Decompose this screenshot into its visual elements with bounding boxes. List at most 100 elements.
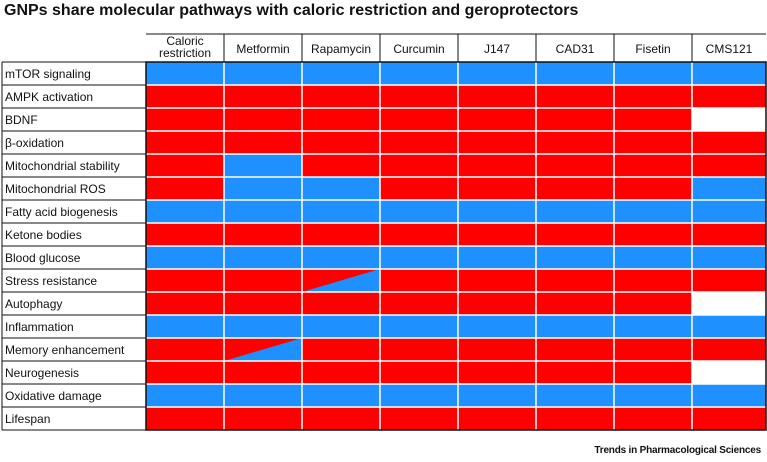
row-label: Ketone bodies <box>5 228 82 242</box>
matrix-cell-split <box>302 269 380 292</box>
row-label: Mitochondrial stability <box>5 159 120 173</box>
matrix-cell <box>692 177 766 200</box>
matrix-cell <box>380 246 458 269</box>
row-label: Neurogenesis <box>5 366 79 380</box>
matrix-cell <box>692 384 766 407</box>
row-label: Mitochondrial ROS <box>5 182 106 196</box>
matrix-cell <box>380 407 458 430</box>
matrix-cell <box>536 131 614 154</box>
column-header: Caloric restriction <box>159 34 211 60</box>
column-header-line: restriction <box>159 46 211 60</box>
matrix-cell <box>692 315 766 338</box>
matrix-cell <box>302 177 380 200</box>
matrix-cell <box>458 338 536 361</box>
matrix-cell <box>458 177 536 200</box>
column-header: Fisetin <box>635 42 670 56</box>
matrix-cell <box>692 200 766 223</box>
matrix-cell <box>536 384 614 407</box>
matrix-cell <box>224 246 302 269</box>
matrix-cell <box>458 269 536 292</box>
matrix-cell <box>458 131 536 154</box>
matrix-cell <box>224 131 302 154</box>
matrix-cell <box>692 338 766 361</box>
matrix-cell <box>614 338 692 361</box>
matrix-cell <box>614 200 692 223</box>
matrix-cell <box>302 407 380 430</box>
matrix-cell <box>536 200 614 223</box>
matrix-cell <box>380 154 458 177</box>
column-header: Rapamycin <box>311 42 371 56</box>
matrix-cell <box>692 85 766 108</box>
row-label: Lifespan <box>5 412 50 426</box>
matrix-cell <box>536 292 614 315</box>
matrix-cell <box>536 154 614 177</box>
matrix-cell <box>302 131 380 154</box>
matrix-cell <box>536 407 614 430</box>
matrix-cell <box>302 338 380 361</box>
matrix-cell <box>380 292 458 315</box>
matrix-cell <box>224 269 302 292</box>
matrix-cell <box>458 315 536 338</box>
matrix-cell <box>692 407 766 430</box>
matrix-cell <box>380 200 458 223</box>
matrix-cell <box>614 177 692 200</box>
matrix-cell <box>146 269 224 292</box>
matrix-cell <box>146 85 224 108</box>
matrix-cell <box>458 200 536 223</box>
matrix-cell <box>692 269 766 292</box>
matrix-cell <box>146 384 224 407</box>
matrix-cell <box>146 246 224 269</box>
column-header-line: Caloric <box>166 34 203 48</box>
matrix-border <box>145 61 767 431</box>
matrix-cell <box>224 108 302 131</box>
matrix-cell <box>224 384 302 407</box>
matrix-cell <box>692 292 766 315</box>
row-label: Memory enhancement <box>5 343 125 357</box>
matrix-cell <box>302 62 380 85</box>
matrix-cell <box>536 338 614 361</box>
matrix-cell <box>458 154 536 177</box>
matrix-cell <box>302 384 380 407</box>
column-header-line: Fisetin <box>635 42 670 56</box>
matrix-cell <box>302 292 380 315</box>
matrix-cell <box>224 315 302 338</box>
matrix-cell <box>536 315 614 338</box>
column-header-line: Rapamycin <box>311 42 371 56</box>
matrix-cell <box>146 131 224 154</box>
matrix-cell <box>614 315 692 338</box>
matrix-cell-split <box>224 338 302 361</box>
matrix-cell <box>536 177 614 200</box>
matrix-cell <box>224 407 302 430</box>
matrix-cell <box>536 246 614 269</box>
matrix-cell <box>692 223 766 246</box>
matrix-cell <box>224 177 302 200</box>
row-label: Oxidative damage <box>5 389 102 403</box>
figure-title: GNPs share molecular pathways with calor… <box>4 2 579 19</box>
matrix-cell <box>380 269 458 292</box>
column-header-line: CMS121 <box>706 42 753 56</box>
matrix-cell <box>692 154 766 177</box>
matrix-cell <box>458 62 536 85</box>
matrix-cell <box>224 200 302 223</box>
matrix-cell <box>146 200 224 223</box>
matrix-cell <box>458 407 536 430</box>
matrix-cell <box>146 338 224 361</box>
column-header: Curcumin <box>393 42 444 56</box>
matrix-cell <box>146 108 224 131</box>
matrix-cell <box>536 108 614 131</box>
row-label: Blood glucose <box>5 251 81 265</box>
column-header: J147 <box>484 42 510 56</box>
matrix-cell <box>614 85 692 108</box>
matrix-cell <box>302 85 380 108</box>
matrix-cell <box>614 361 692 384</box>
row-label: mTOR signaling <box>5 67 91 81</box>
matrix-cell <box>536 62 614 85</box>
matrix-cell <box>302 246 380 269</box>
matrix-cell <box>224 62 302 85</box>
matrix-cell <box>614 108 692 131</box>
column-header: Metformin <box>236 42 289 56</box>
matrix-cell <box>224 292 302 315</box>
column-header: CAD31 <box>556 42 595 56</box>
matrix-cell <box>458 246 536 269</box>
